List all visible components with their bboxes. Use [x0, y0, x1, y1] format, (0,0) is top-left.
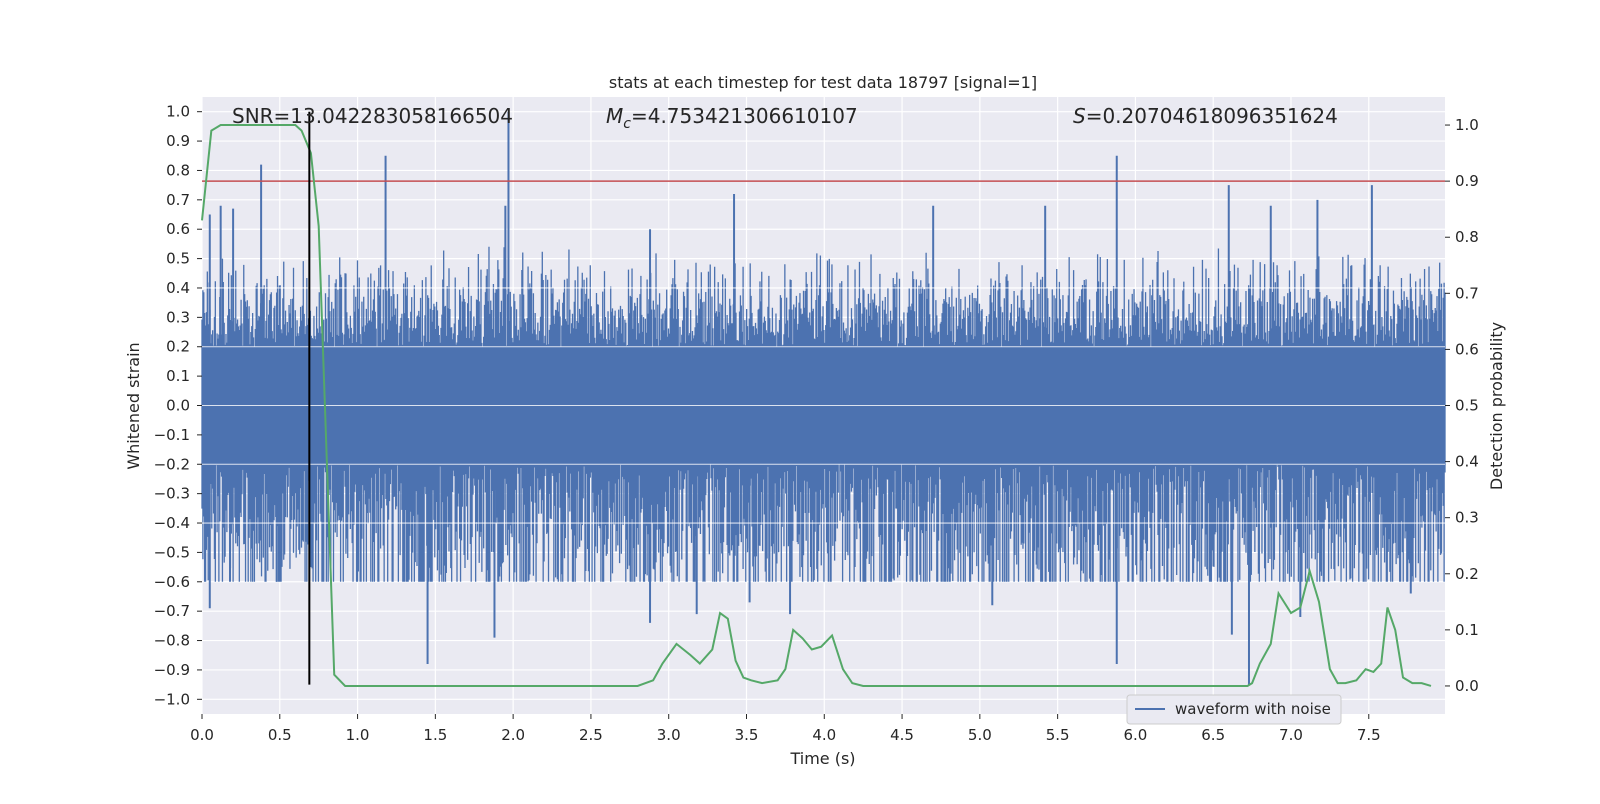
x-tick-label: 4.5: [890, 726, 914, 744]
left-tick-label: 0.3: [166, 308, 190, 326]
x-tick-label: 1.5: [423, 726, 447, 744]
left-tick-label: −0.4: [154, 514, 190, 532]
chirp-mass-value: =4.753421306610107: [631, 104, 858, 128]
y-axis-label-right: Detection probability: [1487, 322, 1506, 490]
left-tick-label: 0.0: [166, 397, 190, 415]
x-tick-label: 5.0: [968, 726, 992, 744]
right-tick-label: 0.2: [1455, 565, 1479, 583]
probability-line: [201, 124, 1432, 687]
x-tick-label: 0.5: [268, 726, 292, 744]
left-tick-label: 0.9: [166, 132, 190, 150]
x-tick-label: 2.5: [579, 726, 603, 744]
x-tick-label: 6.5: [1201, 726, 1225, 744]
right-tick-label: 0.5: [1455, 397, 1479, 415]
x-tick-label: 1.0: [346, 726, 370, 744]
left-tick-label: −0.9: [154, 661, 190, 679]
left-tick-label: −1.0: [154, 690, 190, 708]
chirp-mass-symbol: M: [606, 104, 623, 128]
left-tick-label: 0.5: [166, 250, 190, 268]
left-tick-label: −0.6: [154, 573, 190, 591]
legend: waveform with noise: [1126, 694, 1342, 725]
right-tick-label: 1.0: [1455, 116, 1479, 134]
right-tick-label: 0.4: [1455, 453, 1479, 471]
left-tick-label: −0.7: [154, 602, 190, 620]
right-tick-label: 0.6: [1455, 340, 1479, 358]
chart-title: stats at each timestep for test data 187…: [609, 73, 1037, 92]
x-axis-ticks: 0.0 0.5 1.0 1.5 2.0 2.5 3.0 3.5 4.0 4.5 5.0 5.5 6.0 6…: [190, 714, 1381, 744]
x-tick-label: 7.5: [1357, 726, 1381, 744]
x-tick-label: 6.0: [1123, 726, 1147, 744]
s-annotation: S=0.20704618096351624: [1073, 104, 1338, 128]
left-tick-label: −0.2: [154, 455, 190, 473]
left-tick-label: −0.3: [154, 485, 190, 503]
chirp-mass-subscript: c: [623, 116, 631, 132]
waveform-series: [201, 111, 1446, 685]
snr-annotation: SNR=13.042283058166504: [232, 104, 513, 128]
left-tick-label: 0.6: [166, 220, 190, 238]
right-tick-label: 0.3: [1455, 509, 1479, 527]
x-axis-label: Time (s): [789, 749, 855, 768]
right-tick-label: 0.0: [1455, 677, 1479, 695]
s-symbol: S: [1073, 104, 1086, 128]
s-value: =0.20704618096351624: [1086, 104, 1338, 128]
left-tick-label: −0.1: [154, 426, 190, 444]
left-tick-label: 0.8: [166, 161, 190, 179]
x-tick-label: 0.0: [190, 726, 214, 744]
x-tick-label: 3.5: [735, 726, 759, 744]
x-tick-label: 7.0: [1279, 726, 1303, 744]
legend-entry-label: waveform with noise: [1175, 700, 1331, 718]
right-axis-ticks: 1.0 0.9 0.8 0.7 0.6 0.5 0.4 0.3 0.2 0.1 0.0: [1445, 116, 1479, 695]
left-tick-label: −0.5: [154, 543, 190, 561]
x-tick-label: 3.0: [657, 726, 681, 744]
x-tick-label: 5.5: [1046, 726, 1070, 744]
left-tick-label: 0.1: [166, 367, 190, 385]
left-axis-ticks: 1.0 0.9 0.8 0.7 0.6 0.5 0.4 0.3 0.2 0.1 0.0 −0.1 −0.…: [154, 103, 202, 708]
right-tick-label: 0.7: [1455, 284, 1479, 302]
left-tick-label: −0.8: [154, 632, 190, 650]
left-tick-label: 0.7: [166, 191, 190, 209]
right-tick-label: 0.8: [1455, 228, 1479, 246]
right-tick-label: 0.1: [1455, 621, 1479, 639]
chirp-mass-annotation: Mc=4.753421306610107: [606, 104, 858, 132]
left-tick-label: 0.2: [166, 338, 190, 356]
x-tick-label: 4.0: [812, 726, 836, 744]
legend-box: [1126, 694, 1342, 725]
left-tick-label: 0.4: [166, 279, 190, 297]
x-tick-label: 2.0: [501, 726, 525, 744]
left-tick-label: 1.0: [166, 103, 190, 121]
y-axis-label-left: Whitened strain: [124, 342, 143, 469]
right-tick-label: 0.9: [1455, 172, 1479, 190]
